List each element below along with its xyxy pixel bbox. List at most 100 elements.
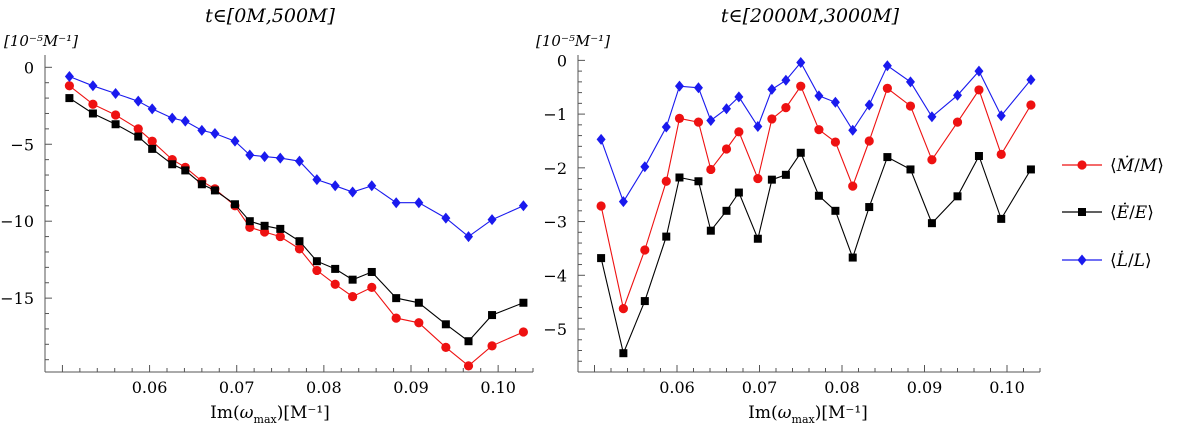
right-data-point-circle [640, 245, 650, 255]
right-data-point-diamond [734, 91, 744, 103]
left-data-point-diamond [464, 231, 474, 243]
left-data-point-square [414, 298, 423, 307]
left-y-tick-label: −10 [0, 212, 34, 231]
left-data-point-square [111, 120, 120, 129]
legend-marker-diamond [1077, 254, 1087, 266]
right-data-point-square [927, 219, 936, 228]
left-series-square [65, 94, 528, 346]
left-data-point-diamond [210, 127, 220, 139]
left-x-tick-label: 0.08 [306, 378, 342, 397]
right-data-point-square [796, 148, 805, 157]
right-data-point-diamond [618, 196, 628, 208]
legend-label-den: E [1134, 203, 1148, 223]
right-data-point-diamond [974, 65, 984, 77]
right-data-point-circle [848, 181, 858, 191]
left-data-point-square [295, 237, 304, 246]
legend-label-den: M [1139, 156, 1158, 176]
legend-marker-circle [1077, 160, 1087, 170]
legend-label: ⟨Ṁ/M⟩ [1110, 155, 1164, 176]
left-data-point-circle [487, 341, 497, 351]
right-series-line [600, 151, 1032, 355]
legend-label-label_open: ⟨ [1110, 156, 1117, 176]
legend-label-label_open: ⟨ [1110, 251, 1117, 271]
left-x-tick-label: 0.09 [393, 378, 429, 397]
left-data-point-circle [88, 99, 98, 109]
right-y-unit-label: [10⁻⁵M⁻¹] [536, 32, 610, 50]
right-data-point-square [675, 173, 684, 182]
left-x-axis-label: Im(ωmax)[M⁻¹] [210, 403, 330, 426]
right-data-point-diamond [848, 124, 858, 136]
right-data-point-square [597, 254, 606, 263]
right-data-point-circle [1026, 100, 1036, 110]
left-data-point-square [197, 180, 206, 189]
right-data-point-square [781, 170, 790, 179]
left-chart-title: t∈[0M,500M] [205, 5, 335, 27]
right-y-tick-label: −2 [543, 159, 567, 178]
right-y-tick-label: −5 [543, 320, 567, 339]
right-data-point-diamond [814, 90, 824, 102]
left-data-point-diamond [391, 197, 401, 209]
left-data-point-square [464, 337, 473, 346]
right-data-point-diamond [661, 121, 671, 133]
right-plot-area [596, 57, 1036, 358]
right-x-tick-label: 0.09 [907, 378, 943, 397]
left-data-point-circle [312, 265, 322, 276]
right-data-point-diamond [753, 120, 763, 132]
left-data-point-circle [518, 327, 529, 337]
right-y-tick-label: 0 [557, 51, 567, 70]
left-data-point-square [148, 144, 157, 153]
left-data-point-square [168, 160, 177, 169]
right-data-point-circle [905, 101, 916, 111]
legend-label-den: L [1133, 251, 1145, 271]
right-data-point-circle [753, 173, 763, 184]
right-x-label-unit: )[M⁻¹] [815, 403, 868, 423]
left-data-point-diamond [294, 155, 304, 167]
right-y-tick-label: −4 [543, 266, 567, 285]
left-data-point-circle [330, 279, 340, 289]
right-data-point-diamond [864, 99, 874, 111]
legend-label-num: L̇ [1116, 251, 1128, 271]
left-x-label-unit: )[M⁻¹] [277, 403, 330, 423]
legend: ⟨Ṁ/M⟩⟨Ė/E⟩⟨L̇/L⟩ [1062, 155, 1164, 271]
right-data-point-square [767, 175, 776, 184]
left-data-point-square [260, 221, 269, 230]
left-data-point-square [488, 311, 497, 320]
right-data-point-square [831, 206, 840, 215]
left-data-point-diamond [487, 214, 497, 226]
legend-item-circle: ⟨Ṁ/M⟩ [1062, 155, 1164, 176]
right-data-point-circle [596, 201, 606, 211]
left-data-point-square [392, 294, 401, 303]
right-data-point-square [814, 191, 823, 200]
legend-label-label_open: ⟨ [1110, 203, 1117, 223]
left-data-point-diamond [64, 71, 74, 83]
left-data-point-circle [133, 124, 143, 134]
right-data-point-diamond [927, 111, 937, 123]
right-data-point-square [734, 188, 743, 197]
panel-right: t∈[2000M,3000M] [10⁻⁵M⁻¹] 0.06 0.07 0.08 0.… [536, 5, 1041, 426]
left-plot-area [64, 71, 529, 371]
left-data-point-square [519, 298, 528, 307]
right-x-tick-label: 0.06 [659, 378, 695, 397]
right-data-point-circle [927, 155, 937, 165]
left-data-point-square [181, 166, 190, 175]
right-series-line [600, 61, 1032, 203]
left-data-point-circle [391, 313, 401, 323]
right-data-point-diamond [996, 110, 1006, 122]
right-data-point-square [883, 153, 892, 162]
right-data-point-circle [882, 83, 892, 93]
right-x-tick-label: 0.08 [824, 378, 860, 397]
right-data-point-square [753, 234, 762, 243]
right-data-point-diamond [767, 83, 777, 95]
left-y-unit-label: [10⁻⁵M⁻¹] [4, 32, 78, 50]
right-data-point-circle [996, 149, 1006, 159]
left-data-point-circle [441, 342, 451, 352]
left-data-point-diamond [88, 80, 98, 92]
left-data-point-diamond [330, 180, 340, 192]
left-data-point-circle [110, 110, 121, 120]
left-y-tick-label: −15 [0, 289, 34, 308]
left-data-point-circle [294, 244, 305, 254]
left-data-point-diamond [441, 212, 451, 224]
legend-label-label_close: ⟩ [1157, 156, 1164, 176]
right-data-point-diamond [640, 161, 650, 173]
